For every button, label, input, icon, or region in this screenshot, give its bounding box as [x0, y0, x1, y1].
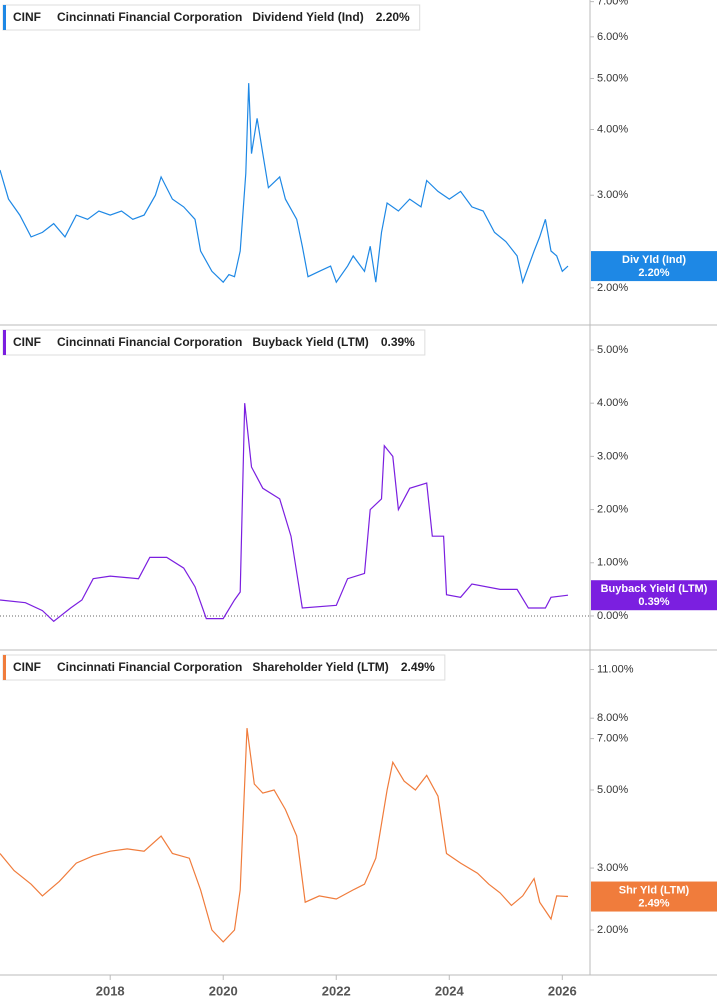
y-tick-label: 3.00%: [597, 450, 628, 462]
data-line: [0, 728, 569, 943]
y-tick-label: 1.00%: [597, 557, 628, 569]
y-tick-label: 2.00%: [597, 924, 628, 936]
badge-value: 2.20%: [638, 267, 669, 279]
panel-header: CINF Cincinnati Financial Corporation Divi…: [2, 4, 421, 31]
y-tick-label: 5.00%: [597, 344, 628, 356]
y-tick-label: 2.00%: [597, 503, 628, 515]
header-accent: [3, 330, 6, 355]
x-tick-label: 2022: [322, 983, 351, 998]
y-tick-label: 4.00%: [597, 123, 628, 135]
x-tick-label: 2020: [209, 983, 238, 998]
header-box: [2, 654, 446, 681]
y-tick-label: 5.00%: [597, 72, 628, 84]
badge-value: 0.39%: [638, 596, 669, 608]
y-tick-label: 3.00%: [597, 189, 628, 201]
header-text: Cincinnati Financial Corporation: [57, 335, 242, 349]
badge-label: Buyback Yield (LTM): [601, 583, 708, 595]
header-text: CINF: [13, 660, 41, 674]
header-accent: [3, 5, 6, 30]
value-badge: [591, 881, 717, 912]
header-text: Buyback Yield (LTM): [252, 335, 368, 349]
header-box: [2, 329, 426, 356]
header-text: Shareholder Yield (LTM): [252, 660, 388, 674]
header-text: 2.20%: [376, 10, 410, 24]
header-text: 0.39%: [381, 335, 415, 349]
y-tick-label: 0.00%: [597, 610, 628, 622]
y-tick-label: 11.00%: [597, 663, 634, 675]
panel-header: CINF Cincinnati Financial Corporation Buyb…: [2, 329, 426, 356]
x-tick-label: 2018: [96, 983, 125, 998]
header-text: Dividend Yield (Ind): [252, 10, 363, 24]
y-tick-label: 6.00%: [597, 31, 628, 43]
y-tick-label: 7.00%: [597, 0, 628, 8]
header-text: Cincinnati Financial Corporation: [57, 10, 242, 24]
panel-header: CINF Cincinnati Financial Corporation Shar…: [2, 654, 446, 681]
data-line: [0, 83, 569, 285]
y-tick-label: 2.00%: [597, 282, 628, 294]
y-tick-label: 3.00%: [597, 862, 628, 874]
badge-value: 2.49%: [638, 897, 669, 909]
y-tick-label: 8.00%: [597, 712, 628, 724]
header-text: Cincinnati Financial Corporation: [57, 660, 242, 674]
value-badge: [591, 580, 717, 611]
header-accent: [3, 655, 6, 680]
data-line: [0, 403, 569, 623]
badge-label: Shr Yld (LTM): [619, 884, 690, 896]
header-text: CINF: [13, 335, 41, 349]
y-tick-label: 5.00%: [597, 784, 628, 796]
y-tick-label: 4.00%: [597, 397, 628, 409]
x-tick-label: 2024: [435, 983, 465, 998]
header-text: CINF: [13, 10, 41, 24]
y-tick-label: 7.00%: [597, 733, 628, 745]
value-badge: [591, 251, 717, 282]
badge-label: Div Yld (Ind): [622, 254, 686, 266]
header-text: 2.49%: [401, 660, 435, 674]
x-tick-label: 2026: [548, 983, 577, 998]
